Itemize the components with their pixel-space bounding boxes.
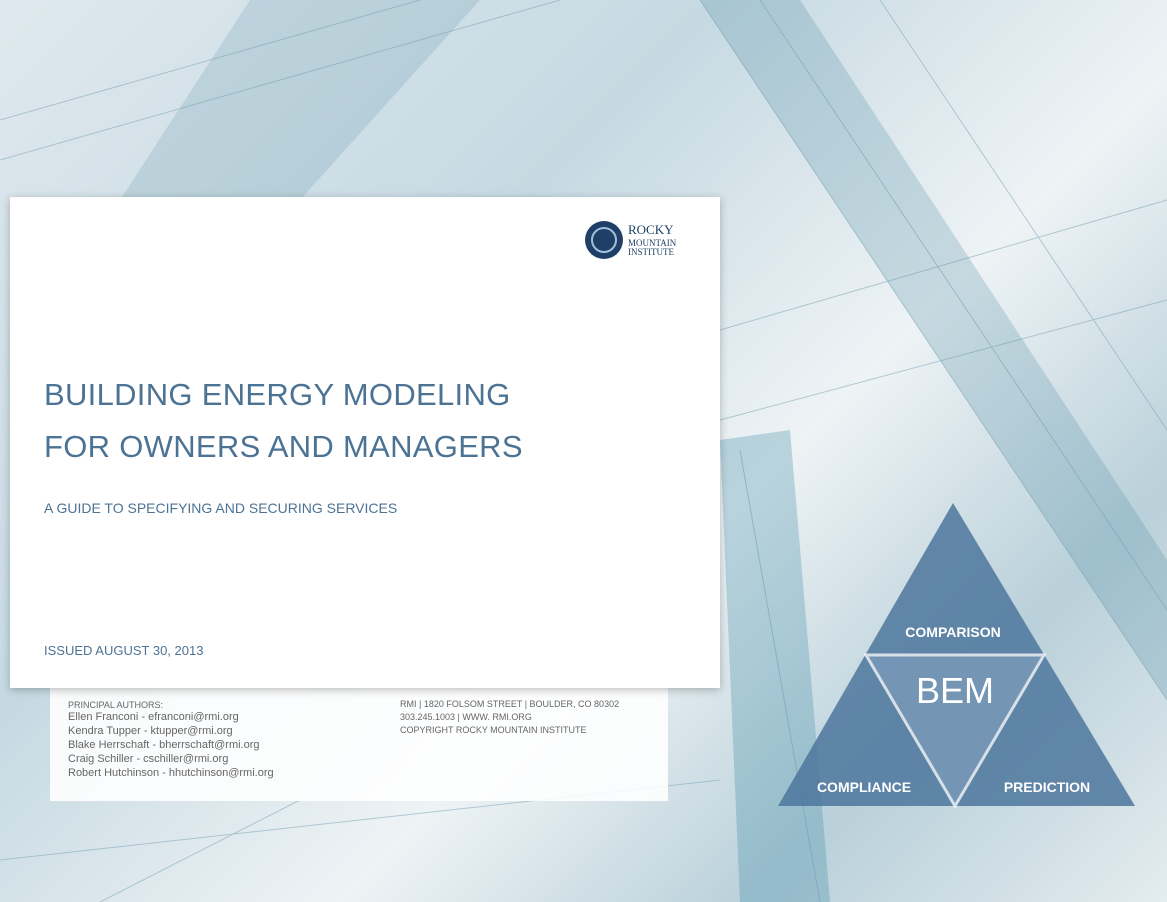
author: Robert Hutchinson - hhutchinson@rmi.org [68, 766, 274, 780]
contact-line: RMI | 1820 FOLSOM STREET | BOULDER, CO 8… [400, 698, 619, 711]
title-card: ROCKY MOUNTAIN INSTITUTE BUILDING ENERGY… [10, 197, 720, 688]
cover-page: COMPARISON BEM COMPLIANCE PREDICTION PRI… [0, 0, 1167, 902]
subtitle: A GUIDE TO SPECIFYING AND SECURING SERVI… [44, 500, 397, 516]
logo-line: INSTITUTE [628, 248, 674, 257]
author: Kendra Tupper - ktupper@rmi.org [68, 724, 274, 738]
line [100, 800, 300, 902]
beam [720, 430, 830, 902]
diagram-top-label: COMPARISON [905, 624, 1000, 640]
contact-line: COPYRIGHT ROCKY MOUNTAIN INSTITUTE [400, 724, 619, 737]
diagram-center-label: BEM [916, 670, 994, 711]
beam [120, 0, 480, 200]
credits-panel: PRINCIPAL AUTHORS: Ellen Franconi - efra… [50, 688, 668, 801]
author: Craig Schiller - cschiller@rmi.org [68, 752, 274, 766]
contact-line: 303.245.1003 | WWW. RMI.ORG [400, 711, 619, 724]
title-line: FOR OWNERS AND MANAGERS [44, 429, 523, 465]
diagram-right-label: PREDICTION [1004, 779, 1090, 795]
contact-block: RMI | 1820 FOLSOM STREET | BOULDER, CO 8… [400, 698, 619, 737]
title-line: BUILDING ENERGY MODELING [44, 377, 511, 413]
diagram-left-label: COMPLIANCE [817, 779, 911, 795]
author: Blake Herrschaft - bherrschaft@rmi.org [68, 738, 274, 752]
issue-date: ISSUED AUGUST 30, 2013 [44, 643, 203, 658]
author: Ellen Franconi - efranconi@rmi.org [68, 710, 274, 724]
logo-line: ROCKY [628, 225, 674, 234]
globe [585, 221, 623, 259]
logo-globe [584, 220, 624, 260]
